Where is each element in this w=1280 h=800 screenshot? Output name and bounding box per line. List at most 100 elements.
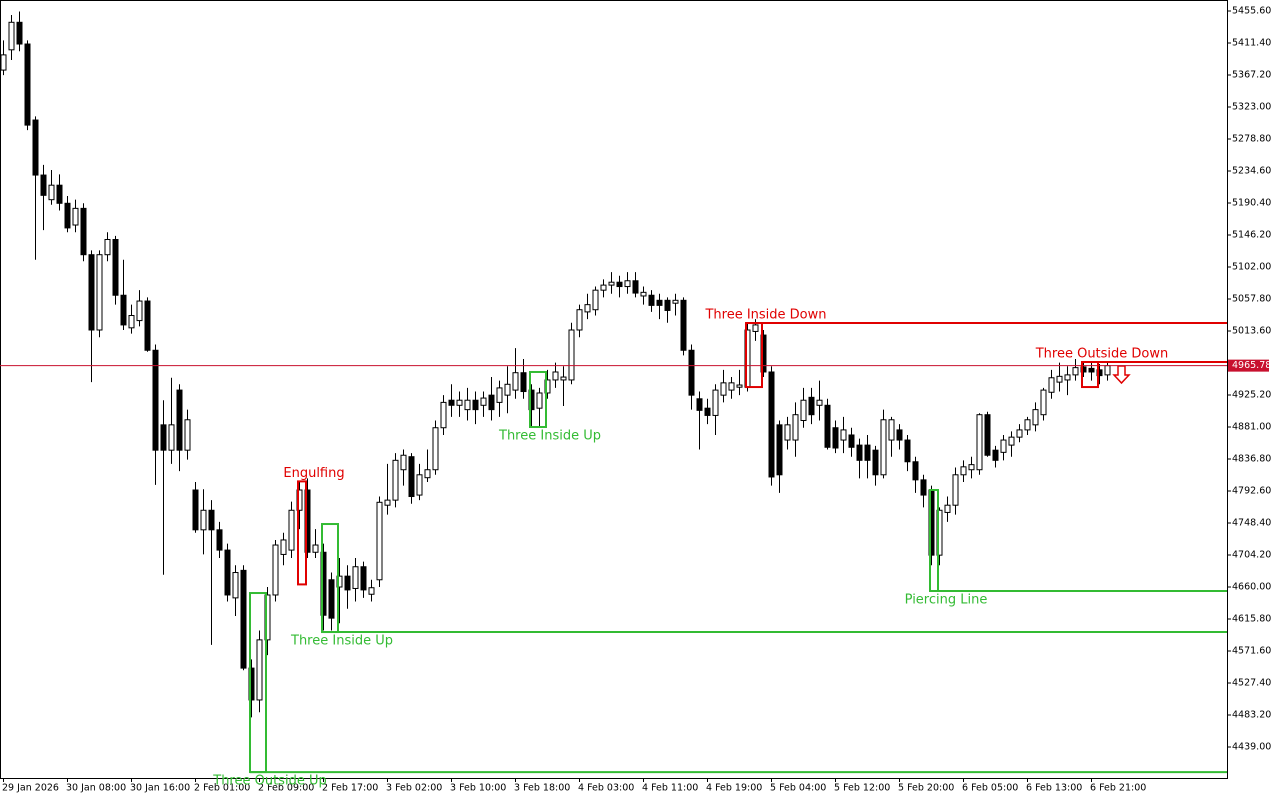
candle-body [512,372,519,391]
candle-body [592,289,599,311]
candle-body [912,461,919,481]
candle-body [40,174,47,196]
candle-body [240,569,247,669]
x-tick-label: 6 Feb 13:00 [1026,783,1082,794]
candle-body [1088,367,1095,373]
x-tick-label: 5 Feb 12:00 [834,783,890,794]
pattern-box [297,480,307,586]
y-tick-label: 4439.00 [1232,742,1271,753]
candle-body [376,501,383,581]
candle-body [1032,409,1039,426]
candle-body [200,509,207,531]
candle-body [656,299,663,306]
candle-body [1056,375,1063,383]
plot-frame [0,0,1228,779]
candle-body [128,315,135,329]
candle-body [584,304,591,313]
candle-body [984,414,991,456]
candle-body [696,398,703,411]
candle-body [896,429,903,441]
candle-body [888,419,895,441]
candle-body [992,449,999,461]
candle-body [784,424,791,441]
candle-body [856,444,863,461]
candle-body [712,389,719,416]
pattern-label: Three Inside Down [704,308,826,323]
candle-body [8,21,15,51]
x-tick-label: 2 Feb 09:00 [258,783,314,794]
candle-body [704,407,711,416]
y-tick-label: 4483.20 [1232,710,1271,721]
candle-body [0,54,7,71]
y-tick-label: 4615.80 [1232,614,1271,625]
candle-body [768,371,775,478]
candle-body [448,399,455,406]
candle-body [632,280,639,294]
candle-body [352,566,359,589]
candle-body [216,529,223,551]
candle-body [672,299,679,304]
y-tick-label: 5323.00 [1232,102,1271,113]
x-tick-label: 4 Feb 11:00 [642,783,698,794]
candle-body [432,427,439,471]
y-tick-label: 4792.60 [1232,486,1271,497]
candle-body [680,299,687,351]
current-price-tag [1228,359,1269,372]
candle-body [64,202,71,229]
candle-body [832,427,839,449]
candle-body [560,376,567,381]
candle-body [608,281,615,286]
candle-body [360,566,367,591]
y-tick-label: 5278.80 [1232,134,1271,145]
pattern-label: Three Outside Up [212,774,326,789]
candle-body [752,324,759,332]
y-tick-label: 5102.00 [1232,262,1271,273]
y-tick-label: 5367.20 [1232,70,1271,81]
candle-body [1008,436,1015,446]
candle-body [1072,367,1079,376]
candle-body [288,509,295,551]
candle-body [464,399,471,411]
candle-body [208,509,215,531]
candle-body [152,349,159,451]
x-tick-label: 2 Feb 01:00 [194,783,250,794]
candle-body [192,489,199,531]
y-tick-label: 5013.60 [1232,326,1271,337]
y-tick-label: 5146.20 [1232,230,1271,241]
candle-body [880,419,887,476]
candle-body [344,575,351,591]
candle-body [872,449,879,476]
candle-body [32,119,39,176]
candle-body [848,434,855,448]
candle-body [576,309,583,331]
x-tick-label: 29 Jan 2026 [2,783,59,794]
candle-body [72,207,79,226]
x-tick-label: 30 Jan 16:00 [130,783,190,794]
y-tick-label: 4704.20 [1232,550,1271,561]
y-tick-label: 5411.40 [1232,38,1271,49]
candle-body [944,504,951,513]
candle-body [312,544,319,553]
y-tick-label: 4925.20 [1232,390,1271,401]
candle-body [104,238,111,256]
y-tick-label: 5057.80 [1232,294,1271,305]
y-tick-label: 4527.40 [1232,678,1271,689]
sell-arrow [1112,365,1131,385]
y-tick-label: 4836.80 [1232,454,1271,465]
candle-body [968,464,975,471]
candle-body [1048,377,1055,393]
candle-body [624,280,631,288]
y-tick-label: 4660.00 [1232,582,1271,593]
candle-body [456,399,463,406]
candle-body [224,549,231,596]
candle-body [136,300,143,322]
candle-body [368,587,375,595]
candle-body [232,572,239,599]
candle-body [728,382,735,391]
candle-body [824,404,831,448]
pattern-box [529,370,547,429]
candle-body [736,384,743,388]
candle-body [176,389,183,451]
